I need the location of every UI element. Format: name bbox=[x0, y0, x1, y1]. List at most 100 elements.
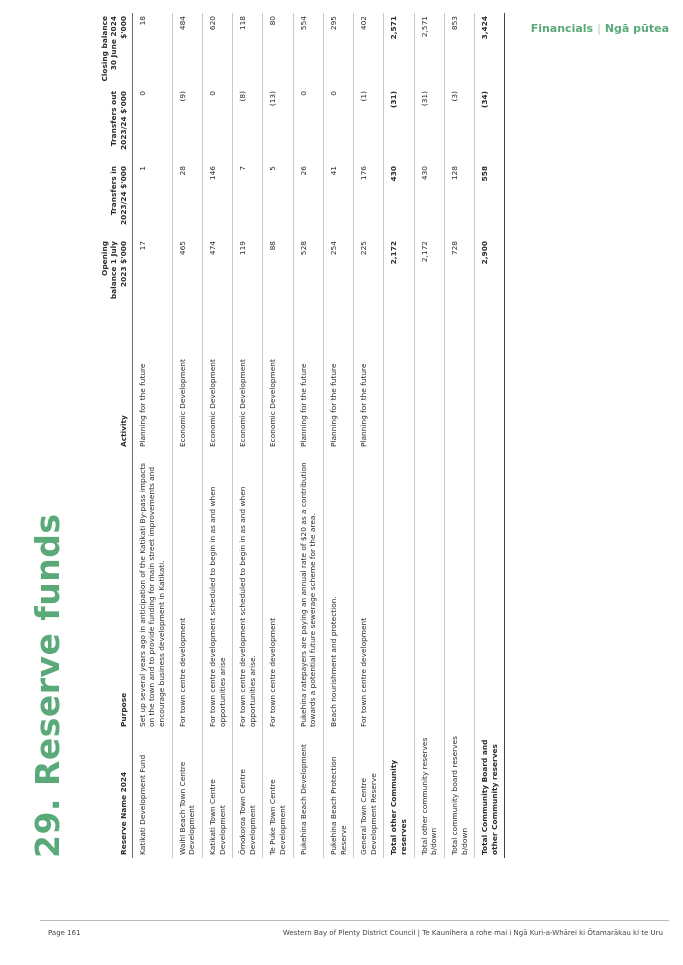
header-purpose: Purpose bbox=[98, 450, 133, 730]
transfers-out-cell: (8) bbox=[232, 88, 263, 163]
closing-balance-cell: 484 bbox=[172, 13, 203, 88]
transfers-in-cell: 128 bbox=[444, 163, 475, 238]
purpose-cell: For town centre development bbox=[353, 450, 384, 730]
purpose-cell: Set up several years ago in anticipation… bbox=[132, 450, 173, 730]
closing-balance-cell: 80 bbox=[262, 13, 294, 88]
transfers-out-cell: (3) bbox=[444, 88, 475, 163]
closing-balance-cell: 620 bbox=[202, 13, 233, 88]
activity-cell: Planning for the future bbox=[132, 313, 173, 450]
reserve-name-cell: Pukehina Beach Development bbox=[293, 730, 324, 858]
page-title: 29. Reserve funds bbox=[28, 513, 67, 858]
transfers-in-cell: 26 bbox=[293, 163, 324, 238]
table-row: Te Puke Town Centre Development For town … bbox=[262, 13, 294, 858]
closing-balance-cell: 2,571 bbox=[414, 13, 445, 88]
table-row: Total community board reserves b/down 728… bbox=[444, 13, 475, 858]
activity-cell: Economic Development bbox=[172, 313, 203, 450]
purpose-cell: For town centre development scheduled to… bbox=[202, 450, 233, 730]
reserve-name-cell: Pukehina Beach Protection Reserve bbox=[323, 730, 354, 858]
opening-balance-cell: 2,900 bbox=[474, 238, 505, 313]
opening-balance-cell: 17 bbox=[132, 238, 173, 313]
header-transfers-out: Transfers out 2023/24 $'000 bbox=[98, 88, 133, 163]
reserve-name-cell: Katikati Town Centre Development bbox=[202, 730, 233, 858]
reserve-name-cell: Katikati Development Fund bbox=[132, 730, 173, 858]
transfers-in-cell: 430 bbox=[414, 163, 445, 238]
reserve-name-cell: Total community board reserves b/down bbox=[444, 730, 475, 858]
transfers-out-cell: (31) bbox=[383, 88, 415, 163]
closing-balance-cell: 295 bbox=[323, 13, 354, 88]
table-row: Waihī Beach Town Centre Development For t… bbox=[172, 13, 203, 858]
section-header: Financials | Ngā pūtea bbox=[531, 22, 669, 35]
purpose-cell: Pukehina ratepayers are paying an annual… bbox=[293, 450, 324, 730]
header-opening-balance: Opening balance 1 July 2023 $'000 bbox=[98, 238, 133, 313]
table-row: General Town Centre Development Reserve F… bbox=[353, 13, 384, 858]
header-closing-balance: Closing balance 30 June 2024 $'000 bbox=[98, 13, 133, 88]
purpose-cell bbox=[414, 450, 445, 730]
table-row: Total other Community reserves 2,172 430 (3… bbox=[383, 13, 415, 858]
reserve-name-cell: Total Community Board and other Communit… bbox=[474, 730, 505, 858]
closing-balance-cell: 118 bbox=[232, 13, 263, 88]
transfers-out-cell: 0 bbox=[202, 88, 233, 163]
transfers-out-cell: 0 bbox=[132, 88, 173, 163]
transfers-in-cell: 5 bbox=[262, 163, 294, 238]
header-transfers-in: Transfers in 2023/24 $'000 bbox=[98, 163, 133, 238]
page-number: Page 161 bbox=[48, 929, 81, 937]
table-row: Pukehina Beach Development Pukehina ratep… bbox=[293, 13, 324, 858]
header-activity: Activity bbox=[98, 313, 133, 450]
transfers-in-cell: 1 bbox=[132, 163, 173, 238]
opening-balance-cell: 225 bbox=[353, 238, 384, 313]
table-row: Total Community Board and other Communit… bbox=[474, 13, 505, 858]
transfers-in-cell: 430 bbox=[383, 163, 415, 238]
purpose-cell bbox=[444, 450, 475, 730]
activity-cell: Economic Development bbox=[232, 313, 263, 450]
purpose-cell bbox=[383, 450, 415, 730]
transfers-out-cell: (34) bbox=[474, 88, 505, 163]
closing-balance-cell: 853 bbox=[444, 13, 475, 88]
reserve-name-cell: Total other community reserves b/down bbox=[414, 730, 445, 858]
opening-balance-cell: 728 bbox=[444, 238, 475, 313]
activity-cell: Planning for the future bbox=[293, 313, 324, 450]
activity-cell bbox=[444, 313, 475, 450]
header-reserve-name: Reserve Name 2024 bbox=[98, 730, 133, 858]
reserve-funds-table: Reserve Name 2024 Purpose Activity Openi… bbox=[98, 13, 505, 858]
activity-cell: Economic Development bbox=[202, 313, 233, 450]
closing-balance-cell: 18 bbox=[132, 13, 173, 88]
opening-balance-cell: 2,172 bbox=[414, 238, 445, 313]
reserve-name-cell: Te Puke Town Centre Development bbox=[262, 730, 294, 858]
transfers-out-cell: (9) bbox=[172, 88, 203, 163]
purpose-cell: Beach nourishment and protection. bbox=[323, 450, 354, 730]
transfers-out-cell: 0 bbox=[323, 88, 354, 163]
reserve-name-cell: Total other Community reserves bbox=[383, 730, 415, 858]
opening-balance-cell: 119 bbox=[232, 238, 263, 313]
transfers-in-cell: 28 bbox=[172, 163, 203, 238]
transfers-in-cell: 7 bbox=[232, 163, 263, 238]
transfers-out-cell: (31) bbox=[414, 88, 445, 163]
closing-balance-cell: 2,571 bbox=[383, 13, 415, 88]
activity-cell: Planning for the future bbox=[353, 313, 384, 450]
reserve-name-cell: Waihī Beach Town Centre Development bbox=[172, 730, 203, 858]
purpose-cell: For town centre development scheduled to… bbox=[232, 450, 263, 730]
opening-balance-cell: 2,172 bbox=[383, 238, 415, 313]
table-row: Katikati Development Fund Set up several … bbox=[132, 13, 173, 858]
footer-rule bbox=[40, 920, 669, 921]
opening-balance-cell: 88 bbox=[262, 238, 294, 313]
section-label: Financials bbox=[530, 22, 594, 35]
opening-balance-cell: 474 bbox=[202, 238, 233, 313]
transfers-out-cell: (1) bbox=[353, 88, 384, 163]
table-header-row: Reserve Name 2024 Purpose Activity Openi… bbox=[98, 13, 133, 858]
transfers-out-cell: (13) bbox=[262, 88, 294, 163]
table-row: Total other community reserves b/down 2,1… bbox=[414, 13, 445, 858]
rotated-page-content: 29. Reserve funds Reserve Name 2024 Purp… bbox=[28, 13, 668, 858]
activity-cell bbox=[414, 313, 445, 450]
transfers-in-cell: 146 bbox=[202, 163, 233, 238]
reserve-name-cell: General Town Centre Development Reserve bbox=[353, 730, 384, 858]
table-row: Katikati Town Centre Development For town… bbox=[202, 13, 233, 858]
closing-balance-cell: 3,424 bbox=[474, 13, 505, 88]
closing-balance-cell: 554 bbox=[293, 13, 324, 88]
table-row: Ōmokoroa Town Centre Development For town… bbox=[232, 13, 263, 858]
purpose-cell: For town centre development bbox=[172, 450, 203, 730]
header-separator: | bbox=[597, 22, 601, 35]
transfers-in-cell: 558 bbox=[474, 163, 505, 238]
section-label-maori: Ngā pūtea bbox=[604, 22, 669, 35]
transfers-out-cell: 0 bbox=[293, 88, 324, 163]
purpose-cell: For town centre development bbox=[262, 450, 294, 730]
